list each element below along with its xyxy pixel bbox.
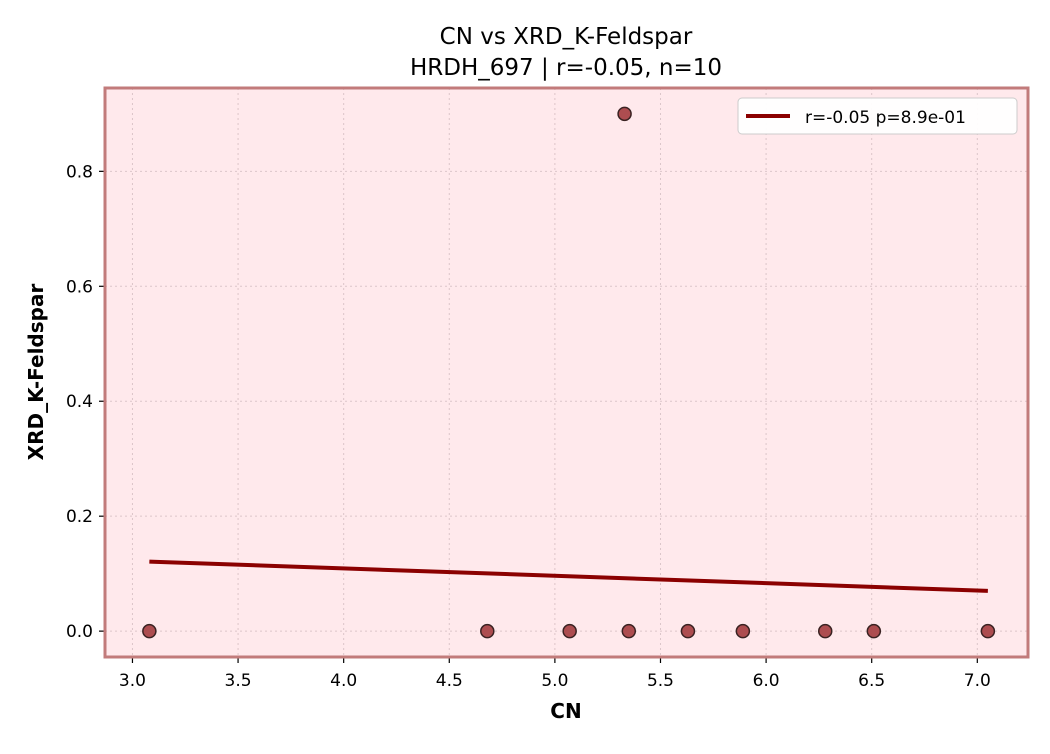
data-point: [480, 623, 495, 639]
legend: r=-0.05 p=8.9e-01: [737, 97, 1018, 135]
x-tick-label: 5.5: [647, 671, 674, 691]
chart-title: CN vs XRD_K-Feldspar: [440, 24, 693, 50]
data-point: [817, 623, 833, 639]
x-tick-label: 7.0: [964, 671, 991, 691]
data-point: [142, 623, 157, 639]
x-tick-label: 4.5: [436, 671, 463, 691]
data-point: [866, 623, 882, 639]
x-tick-label: 5.0: [541, 671, 568, 691]
points-layer: [142, 106, 996, 639]
legend-box: [737, 97, 1018, 135]
y-tick-label: 0.0: [66, 622, 93, 642]
fit-line: [149, 559, 988, 593]
x-tick-label: 6.5: [858, 671, 885, 691]
y-tick-label: 0.8: [66, 162, 93, 182]
fit-line-layer: [149, 559, 988, 593]
data-point: [980, 623, 996, 639]
x-axis: 3.0 3.5 4.0 4.5 5.0 5.5 6.0 6.5 7.0: [119, 657, 991, 691]
x-tick-label: 6.0: [753, 671, 780, 691]
data-point: [562, 623, 577, 639]
y-tick-label: 0.6: [66, 277, 93, 297]
data-point: [617, 106, 632, 122]
y-axis-label: XRD_K-Feldspar: [24, 284, 48, 461]
x-tick-label: 4.0: [330, 671, 357, 691]
data-point: [621, 623, 637, 639]
y-tick-label: 0.4: [66, 392, 93, 412]
plot-border: [103, 86, 1030, 659]
chart-subtitle: HRDH_697 | r=-0.05, n=10: [410, 55, 722, 81]
legend-fit-line-label: r=-0.05 p=8.9e-01: [805, 108, 966, 128]
y-axis: 0.0 0.2 0.4 0.6 0.8: [66, 162, 105, 642]
y-tick-label: 0.2: [66, 507, 93, 527]
data-point: [735, 623, 751, 639]
x-tick-label: 3.0: [119, 671, 146, 691]
x-axis-label: CN: [550, 699, 581, 723]
x-tick-label: 3.5: [225, 671, 252, 691]
plot-area: [105, 88, 1028, 657]
data-point: [680, 623, 696, 639]
